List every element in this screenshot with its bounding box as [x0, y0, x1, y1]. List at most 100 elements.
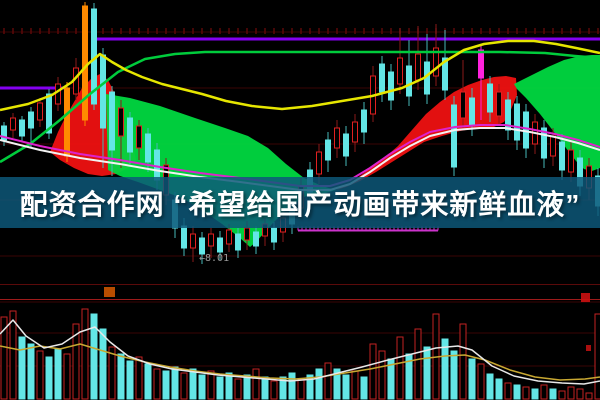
candlestick [253, 231, 259, 247]
volume-bar [135, 356, 143, 400]
volume-bar [9, 310, 17, 400]
ma-green [0, 50, 600, 164]
candlestick [442, 57, 448, 91]
candlestick [505, 99, 511, 131]
volume-bar [450, 350, 458, 400]
candlestick [190, 233, 196, 249]
volume-bar [495, 378, 503, 400]
candlestick [406, 65, 412, 97]
candlestick [136, 125, 142, 149]
watermark-glyph-left [104, 287, 115, 297]
candlestick [46, 93, 52, 134]
candlestick [523, 111, 529, 149]
volume-bar [108, 346, 116, 400]
volume-bar [0, 316, 8, 400]
candlestick [208, 233, 214, 247]
candlestick [10, 117, 16, 131]
candlestick [388, 71, 394, 101]
volume-bar [540, 384, 548, 400]
volume-bar [279, 376, 287, 400]
watermark-glyph-right [581, 293, 590, 302]
volume-bar [324, 362, 332, 400]
volume-bar [369, 343, 377, 400]
candlestick [514, 103, 520, 141]
volume-bar [315, 368, 323, 400]
candlestick [199, 237, 205, 255]
volume-bar [531, 388, 539, 400]
candlestick [100, 54, 106, 129]
candlestick [82, 5, 88, 121]
volume-bar [126, 360, 134, 400]
candlestick [343, 133, 349, 157]
volume-bar [333, 368, 341, 400]
volume-bar [522, 386, 530, 400]
candlestick [334, 127, 340, 149]
candlestick [109, 91, 115, 151]
volume-bar [90, 313, 98, 400]
candlestick [559, 141, 565, 171]
candlestick [217, 237, 223, 253]
candlestick [469, 97, 475, 127]
volume-bar [162, 370, 170, 400]
volume-bar [378, 350, 386, 400]
volume-bar [63, 353, 71, 400]
ma-magenta [0, 124, 600, 187]
candlestick [271, 227, 277, 243]
promo-banner-text: 配资合作网 “希望给国产动画带来新鲜血液” [19, 188, 581, 220]
volume-bar [180, 372, 188, 400]
volume-bar [486, 373, 494, 400]
candlestick [352, 121, 358, 143]
volume-panel [0, 308, 600, 400]
candlestick [118, 107, 124, 137]
candlestick [379, 63, 385, 93]
volume-bar [423, 346, 431, 400]
volume-bar [342, 374, 350, 400]
candlestick [235, 233, 241, 251]
candlestick [19, 119, 25, 137]
volume-bar [225, 372, 233, 400]
volume-bar [252, 368, 260, 400]
volume-bar [216, 376, 224, 400]
candlestick [127, 117, 133, 153]
candlestick [568, 149, 574, 173]
volume-bar [585, 392, 593, 400]
volume-bar [27, 343, 35, 400]
candlestick [415, 53, 421, 81]
volume-bar [360, 376, 368, 400]
volume-bar [414, 328, 422, 400]
volume-bar [558, 390, 566, 400]
candlestick [433, 47, 439, 77]
candlestick [478, 49, 484, 79]
volume-bar [198, 374, 206, 400]
volume-bar [261, 376, 269, 400]
volume-bar [36, 350, 44, 400]
volume-bar [189, 368, 197, 400]
candlestick [451, 104, 457, 168]
volume-bar [207, 370, 215, 400]
candlestick [361, 109, 367, 133]
candlestick [226, 229, 232, 245]
volume-bar [72, 323, 80, 400]
volume-bar [18, 336, 26, 400]
volume-bar [594, 313, 600, 400]
volume-bar [234, 378, 242, 400]
volume-bar [549, 388, 557, 400]
volume-bar [171, 366, 179, 400]
volume-bar [441, 338, 449, 400]
volume-bar [81, 308, 89, 400]
candlestick [64, 87, 70, 157]
promo-banner[interactable]: 配资合作网 “希望给国产动画带来新鲜血液” [0, 177, 600, 228]
volume-bar [54, 348, 62, 400]
vol-ma-white [0, 319, 600, 385]
ma-line-layer [0, 39, 600, 232]
candlestick [244, 227, 250, 241]
volume-bar [306, 374, 314, 400]
candlestick [460, 91, 466, 119]
candlestick [325, 139, 331, 161]
candlestick [55, 83, 61, 105]
candlestick [496, 91, 502, 117]
volume-bar [504, 382, 512, 400]
volume-bar [396, 336, 404, 400]
volume-bar [243, 374, 251, 400]
